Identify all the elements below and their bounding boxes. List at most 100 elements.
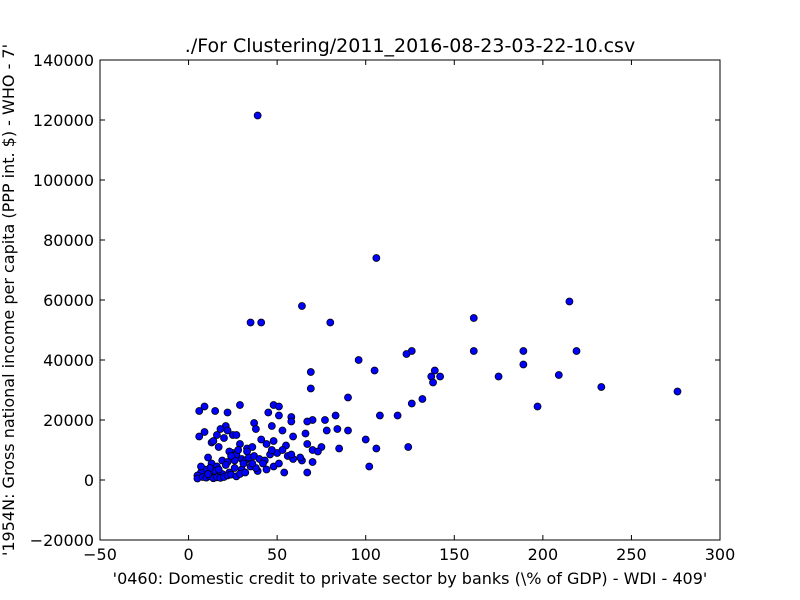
data-point [257, 435, 266, 444]
y-axis-label: '1954N: Gross national income per capita… [0, 44, 18, 556]
data-point [227, 452, 235, 460]
data-point [220, 434, 228, 442]
data-point [287, 450, 296, 459]
x-tick-label: 50 [267, 545, 287, 564]
data-point [243, 447, 251, 456]
data-point [204, 470, 212, 478]
data-point [221, 461, 230, 469]
data-point [303, 417, 312, 426]
data-point [230, 464, 239, 472]
data-point [469, 347, 478, 355]
data-point [301, 429, 310, 438]
data-point [361, 435, 370, 444]
data-point [519, 360, 528, 369]
chart-title: ./For Clustering/2011_2016-08-23-03-22-1… [185, 35, 635, 57]
data-point [372, 254, 381, 262]
data-point [306, 384, 315, 393]
y-tick-label: 120000 [33, 111, 94, 130]
data-point [248, 443, 257, 451]
data-point [308, 458, 317, 466]
data-point [303, 440, 312, 448]
data-point [375, 411, 384, 420]
data-point [246, 318, 255, 327]
data-point [204, 453, 212, 462]
data-point [200, 428, 209, 436]
data-point [278, 426, 287, 435]
data-point [430, 366, 439, 375]
data-point [402, 350, 411, 358]
data-point [223, 426, 232, 435]
axis-ticks: −50 0 50 100 150 200 250 300 −20000 0 20000 40000 60… [30, 51, 736, 564]
data-point [335, 444, 344, 453]
data-point [195, 432, 204, 441]
y-tick-label: 60000 [43, 291, 94, 310]
y-tick-label: 80000 [43, 231, 94, 250]
data-point [214, 465, 223, 474]
data-point [241, 468, 250, 477]
x-tick-label: 100 [350, 545, 381, 564]
data-point [211, 407, 220, 415]
data-points [193, 111, 682, 483]
y-tick-label: 20000 [43, 411, 94, 430]
data-point [354, 356, 363, 364]
data-point [296, 453, 305, 462]
data-point [333, 425, 342, 433]
data-point [519, 347, 528, 355]
data-point [275, 402, 283, 411]
data-point [275, 459, 283, 468]
data-point [267, 446, 276, 454]
data-point [673, 387, 682, 396]
data-point [259, 459, 267, 468]
data-point [223, 408, 232, 417]
data-point [214, 443, 223, 451]
data-point [344, 393, 352, 402]
data-point [275, 411, 283, 420]
data-point [289, 432, 297, 441]
data-point [533, 402, 542, 411]
data-point [393, 411, 402, 420]
data-point [407, 399, 416, 408]
y-tick-label: 100000 [33, 171, 94, 190]
y-tick-label: 0 [84, 471, 94, 490]
data-point [572, 347, 581, 355]
x-tick-label: 250 [616, 545, 647, 564]
data-point [365, 462, 374, 471]
data-point [331, 411, 340, 420]
data-point [239, 459, 248, 468]
data-point [298, 302, 306, 310]
data-point [313, 447, 322, 456]
data-point [306, 368, 315, 376]
data-point [236, 401, 244, 409]
data-point [269, 437, 278, 445]
data-point [248, 459, 257, 468]
data-point [197, 462, 205, 471]
x-tick-label: −50 [83, 545, 117, 564]
data-point [565, 297, 574, 306]
data-point [232, 431, 241, 439]
x-tick-label: 300 [705, 545, 736, 564]
data-point [234, 446, 243, 454]
data-point [253, 111, 262, 120]
data-point [200, 402, 209, 411]
data-point [554, 371, 563, 379]
data-point [264, 408, 273, 417]
x-tick-label: 200 [528, 545, 559, 564]
data-point [322, 426, 331, 435]
data-point [597, 383, 606, 391]
data-point [404, 443, 413, 451]
plot-frame [99, 59, 721, 541]
y-tick-label: −20000 [30, 531, 94, 550]
data-point [469, 314, 478, 322]
data-point [372, 444, 381, 453]
y-tick-label: 40000 [43, 351, 94, 370]
data-point [494, 372, 503, 381]
data-point [195, 407, 204, 415]
data-point [280, 468, 289, 477]
data-point [262, 465, 271, 474]
x-tick-label: 150 [439, 545, 470, 564]
data-point [436, 372, 445, 381]
data-point [303, 468, 312, 477]
data-point [213, 431, 221, 439]
data-point [326, 318, 335, 327]
